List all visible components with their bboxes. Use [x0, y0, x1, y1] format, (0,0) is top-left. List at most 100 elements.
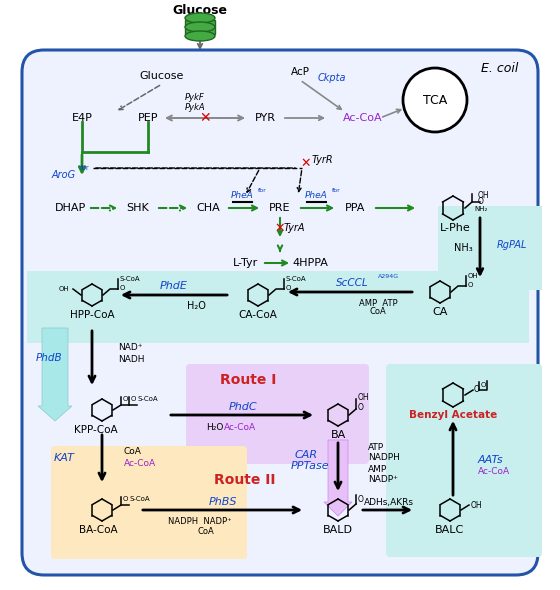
- Text: CoA: CoA: [124, 447, 142, 457]
- Text: H₂O: H₂O: [206, 424, 223, 432]
- Circle shape: [403, 68, 467, 132]
- Text: OH: OH: [478, 191, 489, 199]
- Text: Route I: Route I: [220, 373, 276, 387]
- Text: PykA: PykA: [185, 103, 206, 112]
- Text: fbr: fbr: [80, 165, 90, 171]
- Text: BA: BA: [330, 430, 346, 440]
- Text: 4HPPA: 4HPPA: [292, 258, 328, 268]
- Text: BA-CoA: BA-CoA: [79, 525, 117, 535]
- Text: OH: OH: [468, 273, 479, 279]
- Text: O: O: [286, 285, 291, 291]
- Text: Ac-CoA: Ac-CoA: [224, 424, 256, 432]
- Text: OH: OH: [59, 286, 69, 292]
- Text: AMP: AMP: [368, 464, 388, 474]
- Text: L-Tyr: L-Tyr: [232, 258, 258, 268]
- Text: NADP⁺: NADP⁺: [368, 474, 398, 483]
- Text: OH: OH: [358, 393, 370, 402]
- Text: NADPH  NADP⁺: NADPH NADP⁺: [168, 517, 232, 526]
- Text: O: O: [481, 382, 487, 388]
- Text: PheA: PheA: [305, 192, 328, 201]
- Text: ATP: ATP: [368, 444, 384, 453]
- Text: AMP  ATP: AMP ATP: [359, 300, 397, 309]
- Text: CAR: CAR: [295, 450, 318, 460]
- Text: E. coil: E. coil: [481, 61, 519, 74]
- FancyBboxPatch shape: [386, 364, 542, 557]
- Text: ✕: ✕: [199, 111, 211, 125]
- Text: DHAP: DHAP: [54, 203, 86, 213]
- Text: O: O: [123, 496, 128, 502]
- FancyBboxPatch shape: [438, 206, 542, 290]
- Text: OH: OH: [471, 500, 483, 510]
- Text: O: O: [120, 285, 125, 291]
- FancyBboxPatch shape: [22, 50, 538, 575]
- Text: ADHs,AKRs: ADHs,AKRs: [364, 497, 414, 506]
- Text: PhdC: PhdC: [228, 402, 257, 412]
- Text: Glucose: Glucose: [172, 4, 227, 17]
- Text: CA-CoA: CA-CoA: [239, 310, 277, 320]
- Text: PykF: PykF: [185, 93, 205, 103]
- Text: SHK: SHK: [127, 203, 150, 213]
- Text: TyrA: TyrA: [283, 223, 305, 233]
- Text: BALC: BALC: [435, 525, 465, 535]
- Text: CoA: CoA: [198, 527, 214, 536]
- Text: ScCCL: ScCCL: [335, 278, 368, 288]
- Text: ✕: ✕: [301, 156, 311, 169]
- Text: NH₂: NH₂: [474, 206, 487, 212]
- Text: PYR: PYR: [254, 113, 276, 123]
- Text: A294G: A294G: [378, 274, 399, 279]
- Text: Ckpta: Ckpta: [318, 73, 346, 83]
- Text: Ac-CoA: Ac-CoA: [343, 113, 383, 123]
- Text: PhBS: PhBS: [209, 497, 237, 507]
- Text: CoA: CoA: [370, 307, 386, 316]
- Text: PheA: PheA: [231, 192, 253, 201]
- Text: AATs: AATs: [478, 455, 503, 465]
- Text: PhdE: PhdE: [160, 281, 188, 291]
- Text: Glucose: Glucose: [140, 71, 184, 81]
- Text: PPTase: PPTase: [291, 461, 329, 471]
- Text: NAD⁺: NAD⁺: [118, 343, 142, 352]
- Ellipse shape: [185, 13, 215, 23]
- Text: E4P: E4P: [72, 113, 92, 123]
- FancyBboxPatch shape: [51, 446, 247, 559]
- Text: RgPAL: RgPAL: [497, 240, 528, 250]
- Text: O: O: [474, 385, 480, 395]
- Text: O: O: [468, 282, 473, 288]
- FancyArrow shape: [324, 440, 352, 516]
- Text: Benzyl Acetate: Benzyl Acetate: [409, 410, 497, 420]
- FancyBboxPatch shape: [186, 364, 369, 464]
- Text: TCA: TCA: [423, 93, 447, 107]
- Text: KPP-CoA: KPP-CoA: [74, 425, 118, 435]
- Text: PEP: PEP: [138, 113, 158, 123]
- Text: Ac-CoA: Ac-CoA: [124, 460, 156, 468]
- Text: NADH: NADH: [118, 356, 144, 365]
- Text: PhdB: PhdB: [35, 353, 62, 363]
- Text: O: O: [478, 198, 484, 206]
- Text: CA: CA: [432, 307, 447, 317]
- Text: PPA: PPA: [345, 203, 365, 213]
- Text: O: O: [358, 404, 364, 412]
- Text: PRE: PRE: [269, 203, 291, 213]
- Text: ✕: ✕: [275, 221, 285, 234]
- Ellipse shape: [185, 31, 215, 41]
- Text: NADPH: NADPH: [368, 454, 400, 463]
- Text: AcP: AcP: [291, 67, 310, 77]
- Text: S-CoA: S-CoA: [120, 276, 141, 282]
- Text: TyrR: TyrR: [311, 155, 333, 165]
- Ellipse shape: [185, 22, 215, 32]
- Text: O: O: [358, 496, 364, 504]
- Text: Route II: Route II: [214, 473, 276, 487]
- Text: KAT: KAT: [54, 453, 75, 463]
- FancyArrow shape: [38, 328, 72, 421]
- Text: fbr: fbr: [332, 188, 340, 193]
- Text: O: O: [131, 396, 137, 402]
- Text: Ac-CoA: Ac-CoA: [478, 467, 510, 477]
- Text: BALD: BALD: [323, 525, 353, 535]
- Text: HPP-CoA: HPP-CoA: [69, 310, 114, 320]
- FancyBboxPatch shape: [27, 271, 529, 343]
- Text: H₂O: H₂O: [186, 301, 206, 311]
- Text: NH₃: NH₃: [454, 243, 473, 253]
- Text: S-CoA: S-CoA: [286, 276, 307, 282]
- Text: L-Phe: L-Phe: [440, 223, 470, 233]
- Text: fbr: fbr: [258, 188, 267, 193]
- Text: AroG: AroG: [52, 170, 76, 180]
